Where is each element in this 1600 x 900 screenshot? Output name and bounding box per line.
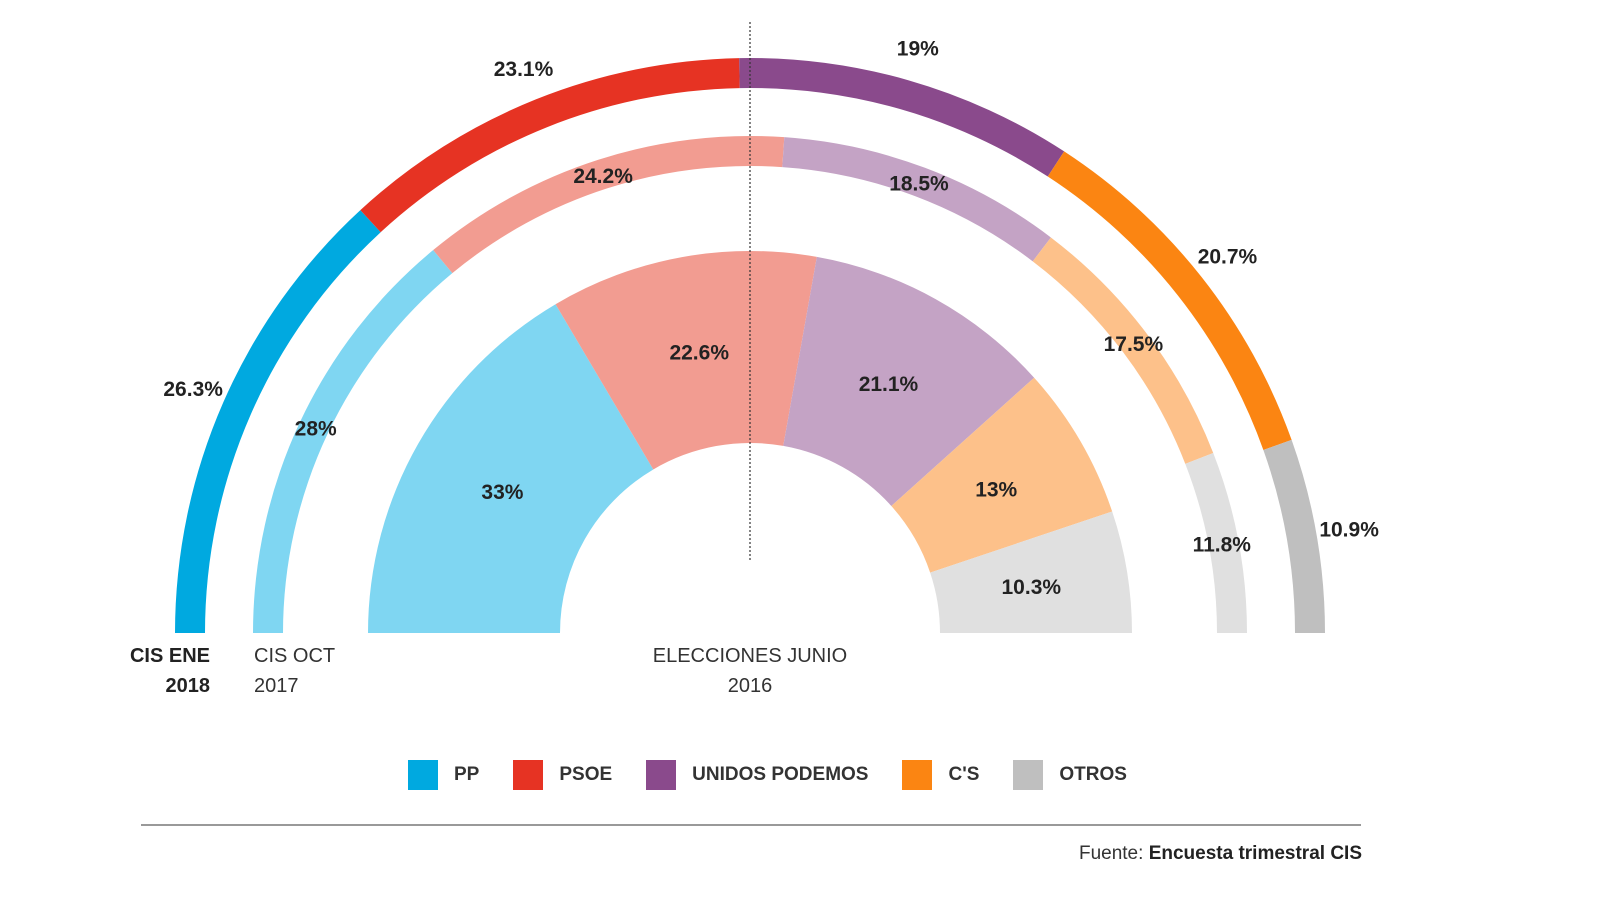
ring-title-line1: CIS OCT [254,645,336,667]
legend-item: C'S [902,760,979,790]
data-label: 19% [897,38,939,61]
legend-label: PSOE [559,764,613,785]
ring-title-cis-oct-2017: CIS OCT 2017 [254,641,335,701]
legend-item: PP [408,760,479,790]
arc-c-s-ring-2 [891,377,1113,573]
data-label: 33% [481,481,523,504]
ring-title-line1: ELECCIONES JUNIO [652,645,848,667]
ring-title-line1: CIS ENE [129,645,210,667]
ring-title-elecciones-2016: ELECCIONES JUNIO 2016 [600,641,900,701]
data-label: 21.1% [859,373,919,396]
ring-title-line2: 2017 [254,675,299,697]
legend-label: OTROS [1059,764,1127,785]
arc-pp-ring-2 [368,304,654,633]
data-label: 17.5% [1104,333,1164,356]
legend-swatch [902,760,933,790]
data-label: 23.1% [494,58,554,81]
data-label: 18.5% [889,173,949,196]
ring-title-line2: 2018 [165,675,211,697]
legend-swatch [513,760,544,790]
data-label: 10.3% [1002,576,1062,599]
arc-otros-ring-1 [1185,452,1247,633]
arc-c-s-ring-0 [1047,151,1292,450]
data-label: 28% [295,418,337,441]
arc-psoe-ring-1 [433,136,785,274]
arc-unidos-podemos-ring-1 [782,137,1051,262]
legend-item: UNIDOS PODEMOS [646,760,868,790]
data-label: 10.9% [1319,518,1379,541]
legend-swatch [1013,760,1044,790]
data-label: 22.6% [669,342,729,365]
source-text: Encuesta trimestral CIS [1148,843,1362,864]
arc-otros-ring-0 [1263,439,1325,633]
data-label: 13% [975,478,1017,501]
source-prefix: Fuente: [1078,843,1144,864]
arc-psoe-ring-0 [360,58,740,233]
legend-label: C'S [948,764,980,785]
arc-psoe-ring-2 [555,251,817,470]
legend: PP PSOE UNIDOS PODEMOS C'S OTROS [408,760,1161,790]
divider [141,824,1361,826]
data-label: 26.3% [163,378,223,401]
data-label: 24.2% [573,165,633,188]
legend-item: PSOE [513,760,612,790]
legend-swatch [408,760,438,790]
legend-label: PP [454,764,480,785]
arc-pp-ring-0 [175,210,381,633]
data-label: 20.7% [1198,246,1258,269]
data-label: 11.8% [1193,534,1252,557]
arc-unidos-podemos-ring-0 [739,58,1065,177]
legend-swatch [646,760,677,790]
arc-unidos-podemos-ring-2 [783,256,1035,507]
arc-c-s-ring-1 [1032,237,1214,464]
ring-title-cis-ene-2018: CIS ENE 2018 [110,641,210,701]
source-note: Fuente: Encuesta trimestral CIS [1079,843,1362,865]
arc-otros-ring-2 [930,511,1132,633]
legend-item: OTROS [1013,760,1127,790]
legend-label: UNIDOS PODEMOS [692,764,869,785]
arc-pp-ring-1 [253,250,453,633]
ring-title-line2: 2016 [727,675,773,697]
